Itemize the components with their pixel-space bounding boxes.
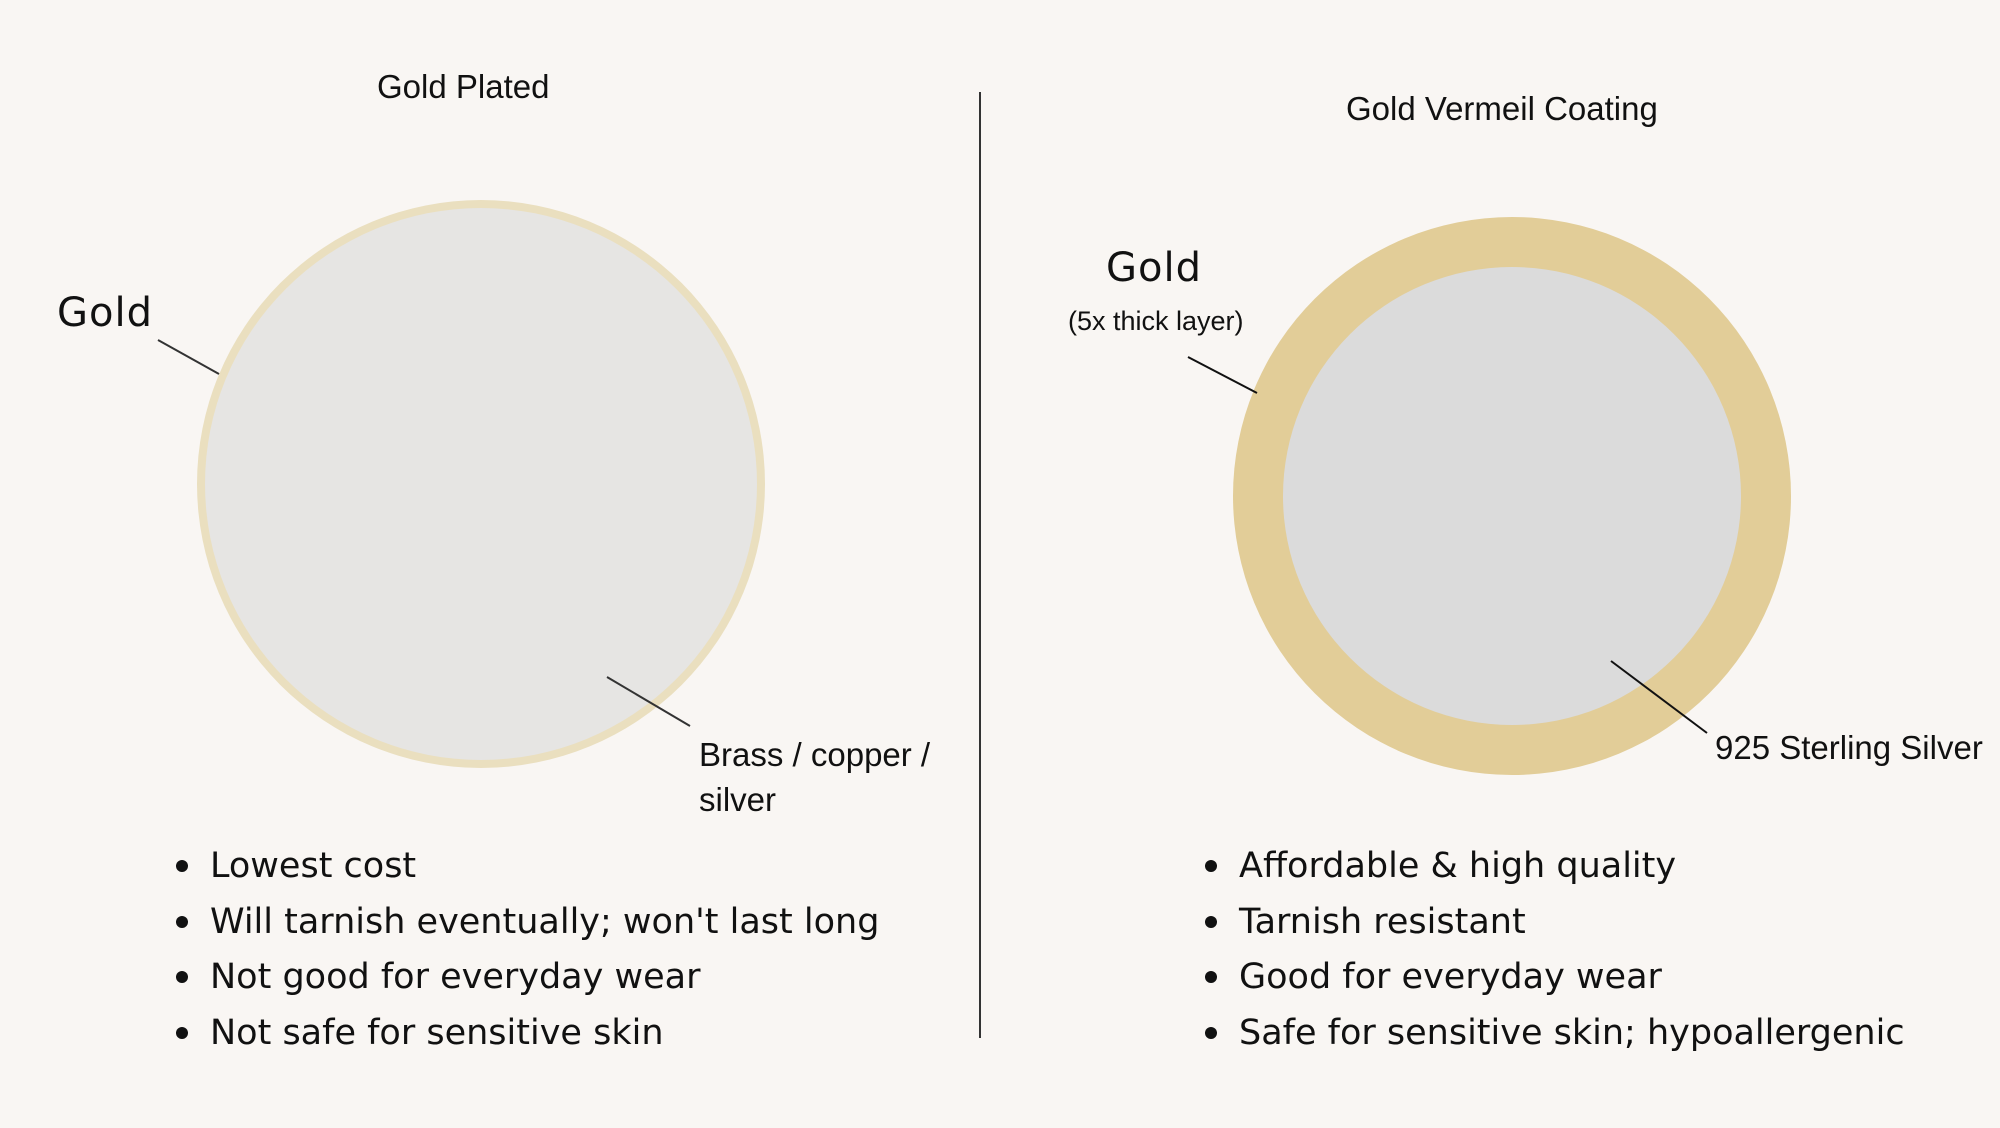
gold-plated-core-label: Brass / copper / silver <box>699 736 931 818</box>
gold-vermeil-gold-label: Gold <box>1106 245 1202 291</box>
bullet-dot <box>1205 860 1217 872</box>
gold-vermeil-core <box>1283 267 1741 725</box>
gold-plated-gold-label: Gold <box>57 290 153 336</box>
gold-vermeil-title: Gold Vermeil Coating <box>1346 90 1658 127</box>
gold-vermeil-thickness-label: (5x thick layer) <box>1068 306 1244 336</box>
bullet-dot <box>1205 1026 1217 1039</box>
list-item: Will tarnish eventually; won't last long <box>174 895 879 951</box>
bullet-dot <box>1205 915 1217 928</box>
bullet-dot <box>176 1026 188 1039</box>
gold-vermeil-bullet-list: Affordable & high quality Tarnish resist… <box>1203 839 1905 1061</box>
gold-vermeil-core-leader-line <box>1610 660 1708 734</box>
bullet-dot <box>176 971 188 983</box>
bullet-dot <box>176 860 188 872</box>
gold-plated-title: Gold Plated <box>377 68 550 105</box>
gold-plated-core-leader-line <box>606 676 691 727</box>
list-item: Good for everyday wear <box>1203 950 1905 1006</box>
gold-vermeil-gold-leader-line <box>1187 356 1258 394</box>
gold-vermeil-core-label: 925 Sterling Silver <box>1715 729 1983 766</box>
list-item: Affordable & high quality <box>1203 839 1905 895</box>
list-item: Not good for everyday wear <box>174 950 879 1006</box>
gold-plated-core <box>205 208 757 760</box>
list-item: Lowest cost <box>174 839 879 895</box>
list-item: Tarnish resistant <box>1203 895 1905 951</box>
list-item: Safe for sensitive skin; hypoallergenic <box>1203 1006 1905 1062</box>
bullet-dot <box>176 915 188 928</box>
list-item: Not safe for sensitive skin <box>174 1006 879 1062</box>
bullet-dot <box>1205 971 1217 983</box>
gold-plated-gold-leader-line <box>157 339 220 375</box>
gold-plated-bullet-list: Lowest cost Will tarnish eventually; won… <box>174 839 879 1061</box>
